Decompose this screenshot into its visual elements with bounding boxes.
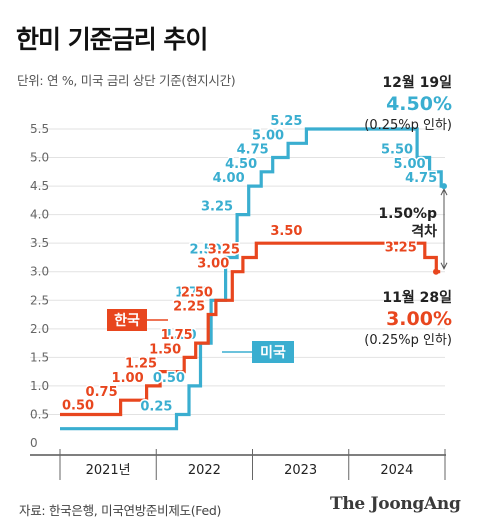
korea-value-label: 2.50 (181, 285, 213, 300)
us-value-label: 4.00 (213, 171, 245, 186)
us-value-label: 5.50 (381, 143, 413, 158)
korea-value-label: 0.50 (62, 398, 94, 413)
korea-value-label: 3.25 (385, 240, 417, 255)
series-us (60, 127, 444, 431)
korea-value-label: 2.25 (173, 300, 205, 315)
korea-latest-dot (433, 268, 439, 275)
korea-latest-note: (0.25%p 인하) (364, 333, 452, 348)
x-year-label: 2022 (188, 463, 221, 478)
us-latest-dot (441, 183, 447, 190)
series-line-us (60, 127, 444, 431)
korea-value-label: 3.00 (197, 257, 229, 272)
korea-latest-value: 3.00% (386, 308, 452, 330)
korea-label: 한국 (114, 313, 140, 329)
y-tick-label: 5.0 (30, 151, 49, 165)
series-line-korea (60, 241, 441, 417)
us-value-label: 0.50 (153, 371, 185, 386)
korea-value-label: 3.50 (270, 224, 302, 239)
us-value-label: 3.25 (201, 200, 233, 215)
us-value-label: 5.00 (394, 157, 426, 172)
page-title: 한미 기준금리 추이 (16, 25, 208, 54)
series-korea (60, 241, 441, 417)
us-label: 미국 (260, 345, 286, 361)
y-tick-label: 4.0 (30, 208, 49, 222)
korea-latest-date: 11월 28일 (382, 289, 452, 306)
korea-value-label: 1.00 (112, 371, 144, 386)
us-value-label: 2.50 (189, 242, 221, 257)
source-note: 자료: 한국은행, 미국연방준비제도(Fed) (19, 503, 222, 518)
y-tick-label: 3.0 (30, 265, 49, 279)
y-tick-label: 2.0 (30, 322, 49, 336)
x-year-label: 2023 (284, 463, 317, 478)
us-value-label: 5.00 (252, 128, 284, 143)
korea-value-label: 1.75 (161, 328, 193, 343)
us-value-label: 4.50 (225, 157, 257, 172)
y-tick-label: 0.5 (30, 407, 49, 421)
us-value-labels: 0.250.501.001.752.503.254.004.504.755.00… (139, 113, 439, 416)
y-tick-label: 3.5 (30, 236, 49, 250)
y-tick-label: 5.5 (30, 122, 49, 136)
korea-value-label: 3.25 (208, 242, 240, 257)
publisher-logo: The JoongAng (330, 494, 461, 514)
gap-label: 격차 (411, 223, 437, 240)
y-tick-label: 0 (30, 436, 38, 450)
x-year-label: 2024 (380, 463, 413, 478)
korea-value-label: 1.50 (149, 342, 181, 357)
y-tick-label: 4.5 (30, 179, 49, 193)
korea-value-labels: 0.500.751.001.251.501.752.252.503.003.25… (61, 223, 419, 415)
korea-value-label: 0.75 (86, 385, 118, 400)
us-value-label: 1.00 (164, 328, 196, 343)
gap-value: 1.50%p (378, 206, 437, 222)
us-latest-value: 4.50% (386, 93, 452, 115)
gap-arrow-top (440, 187, 448, 196)
y-tick-labels: 0 0.5 1.0 1.5 2.0 2.5 3.0 3.5 4.0 4.5 5.0 5.5 (30, 122, 49, 450)
us-label-box (252, 341, 294, 363)
gap-arrow-bottom (440, 262, 448, 270)
korea-value-label: 1.25 (125, 357, 157, 372)
us-value-label: 0.25 (140, 399, 172, 414)
unit-note: 단위: 연 %, 미국 금리 상단 기준(현지시간) (17, 73, 236, 88)
x-axis: 2021년 2022 2023 2024 (30, 449, 446, 480)
us-value-label: 4.75 (405, 171, 437, 186)
y-tick-label: 2.5 (30, 293, 49, 307)
y-tick-label: 1.5 (30, 350, 49, 364)
us-latest-date: 12월 19일 (382, 74, 452, 91)
us-value-label: 1.75 (175, 285, 207, 300)
x-year-label: 2021년 (86, 463, 131, 478)
us-value-label: 4.75 (237, 143, 269, 158)
y-tick-label: 1.0 (30, 379, 49, 393)
us-latest-note: (0.25%p 인하) (364, 118, 452, 133)
korea-label-box (107, 309, 147, 331)
us-value-label: 5.25 (270, 114, 302, 129)
